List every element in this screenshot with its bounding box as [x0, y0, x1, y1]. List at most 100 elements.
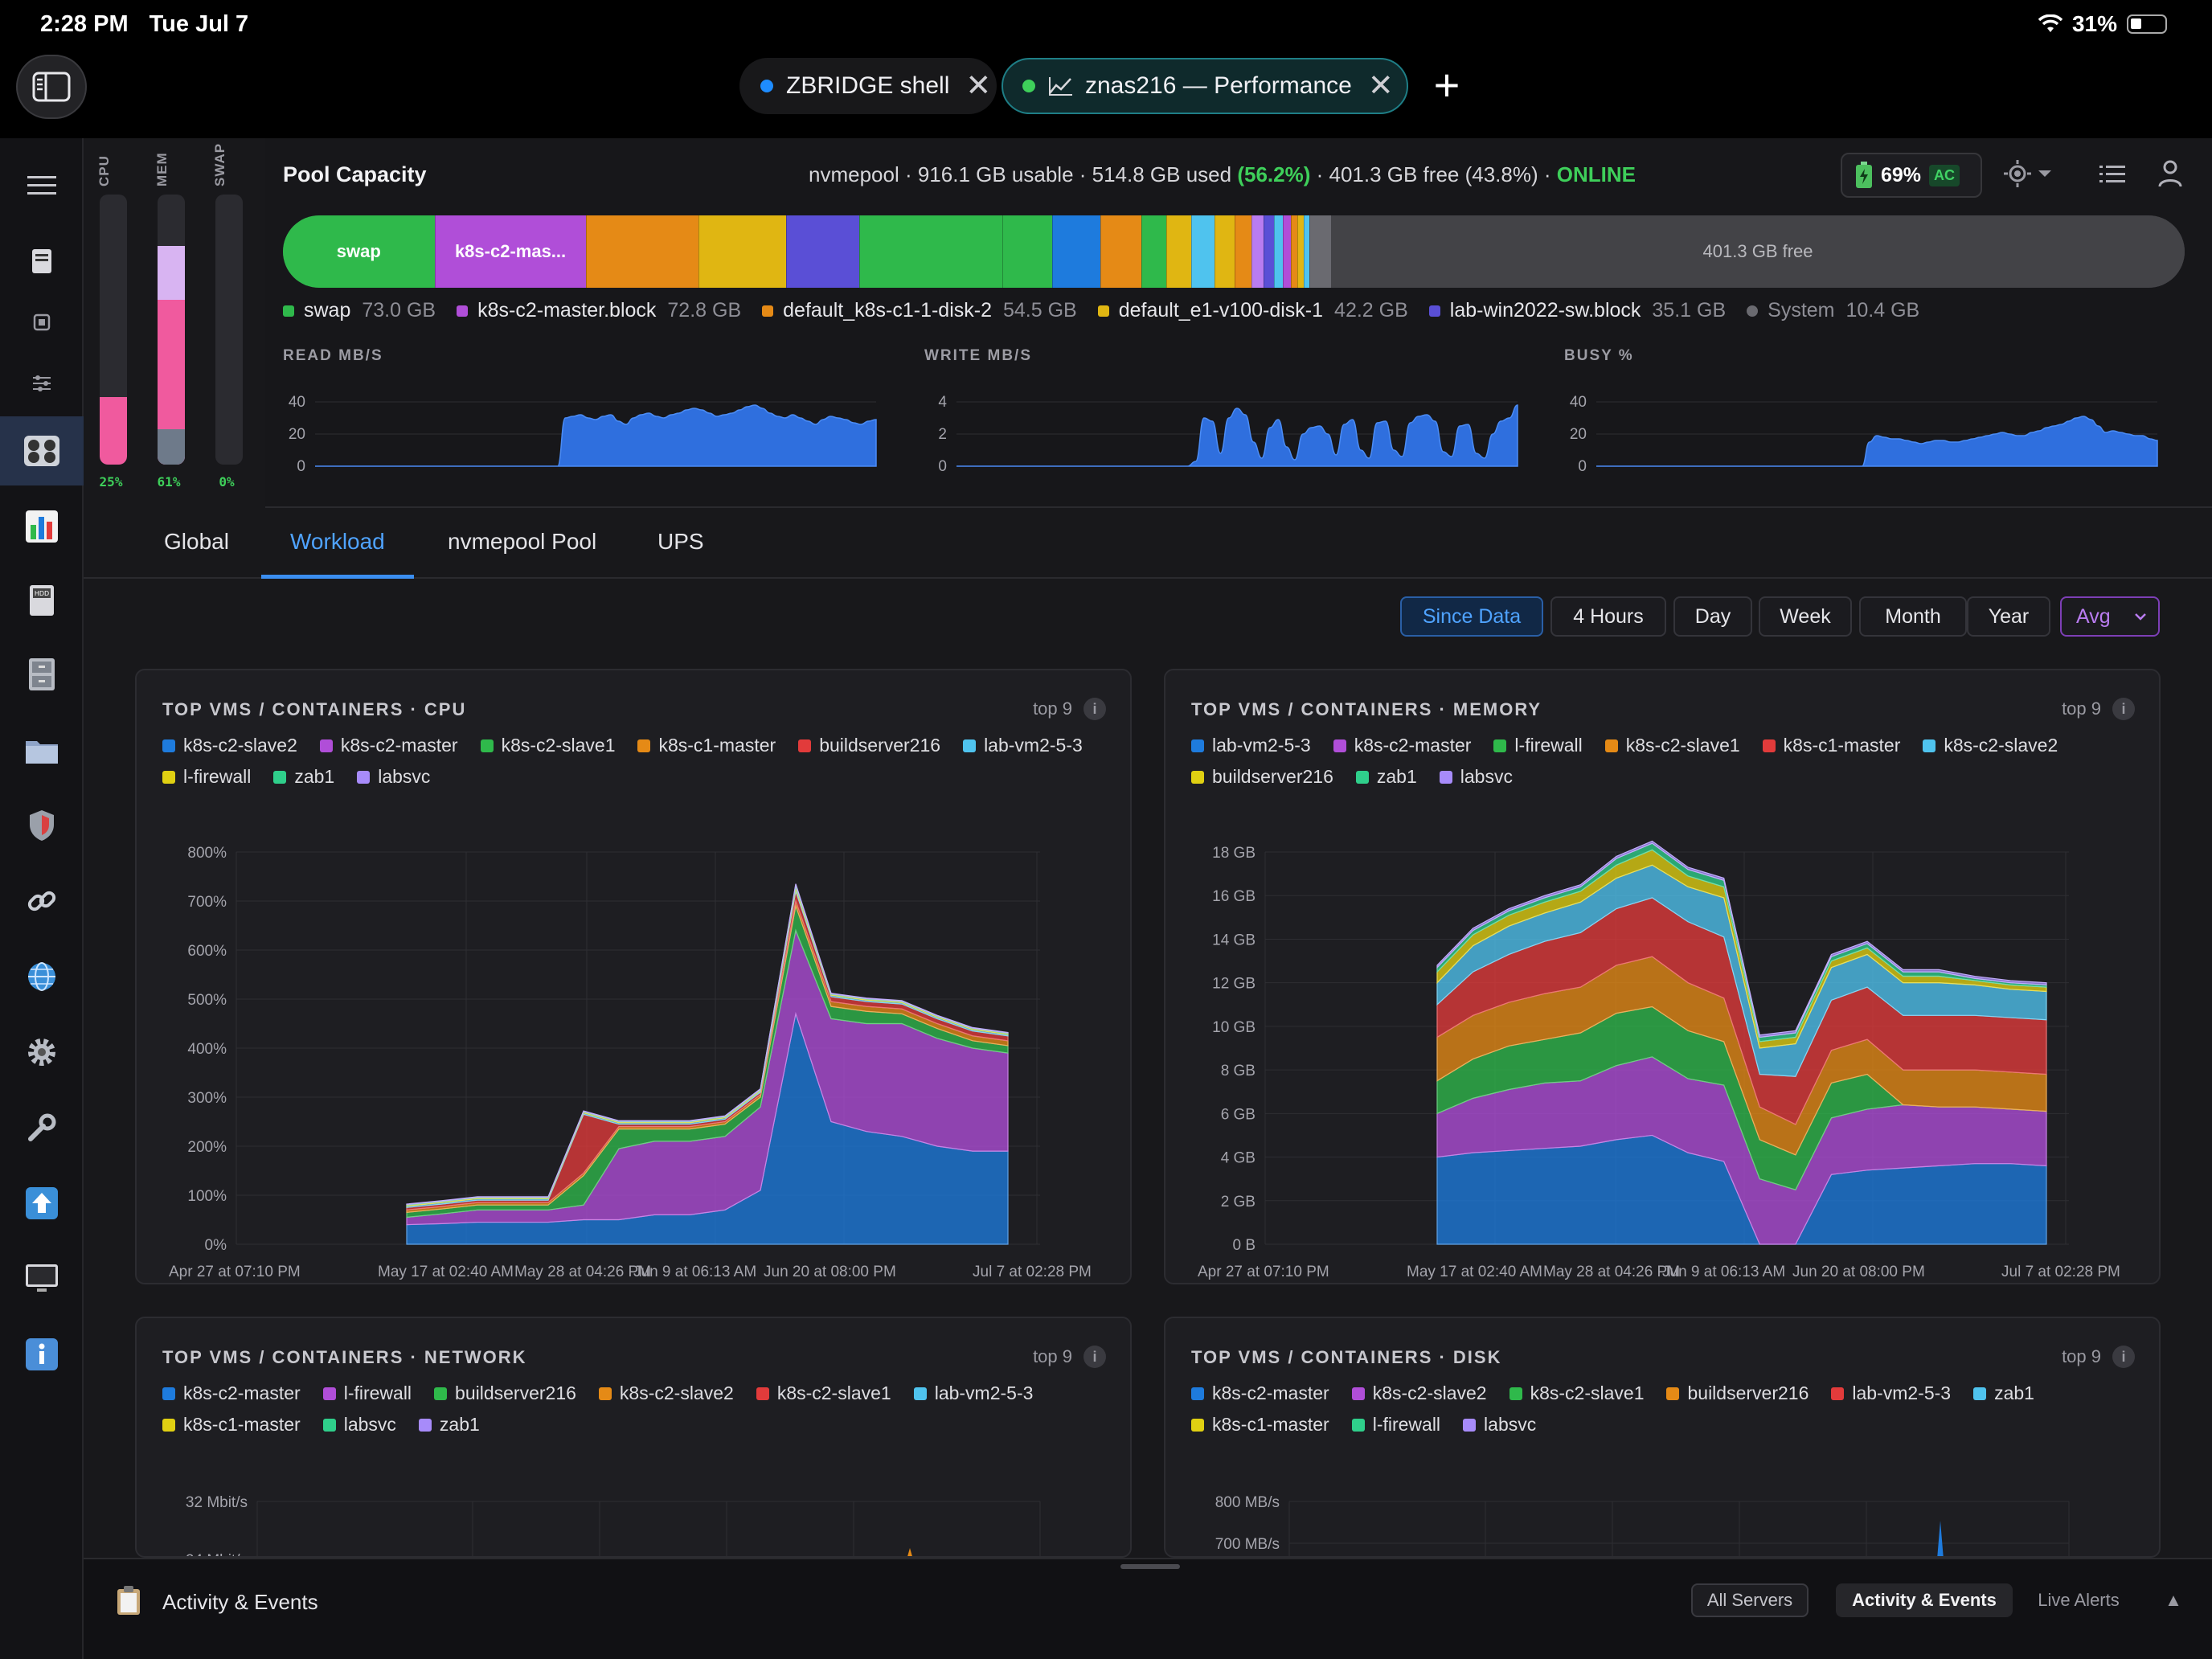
legend-item[interactable]: k8s-c1-master	[162, 1414, 301, 1436]
capacity-segment[interactable]: swap	[283, 215, 435, 288]
legend-item[interactable]: labsvc	[357, 766, 430, 788]
close-icon[interactable]: ✕	[965, 69, 992, 103]
legend-item[interactable]: lab-vm2-5-3	[963, 735, 1083, 756]
legend-item[interactable]: k8s-c2-master	[162, 1382, 301, 1404]
hdd-icon[interactable]: HDD	[0, 566, 84, 635]
legend-item[interactable]: buildserver216	[1191, 766, 1333, 788]
legend-item[interactable]: l-firewall	[322, 1382, 412, 1404]
tab-workload[interactable]: Workload	[261, 508, 414, 579]
capacity-segment[interactable]	[1214, 215, 1235, 288]
legend-item[interactable]: k8s-c2-master	[1333, 735, 1471, 756]
file-cabinet-icon[interactable]	[0, 640, 84, 709]
legend-item[interactable]: zab1	[273, 766, 334, 788]
capacity-segment[interactable]	[1291, 215, 1297, 288]
tab-ups[interactable]: UPS	[657, 529, 704, 554]
legend-item[interactable]: k8s-c1-master	[1191, 1414, 1329, 1436]
capacity-segment[interactable]	[1002, 215, 1053, 288]
folder-icon[interactable]	[0, 715, 84, 784]
resize-handle[interactable]	[1120, 1564, 1180, 1569]
legend-item[interactable]: labsvc	[1439, 766, 1513, 788]
cpu-chip-icon[interactable]	[0, 288, 84, 357]
aggregation-select[interactable]: Avg	[2060, 596, 2160, 637]
close-icon[interactable]: ✕	[1367, 69, 1394, 103]
range-day-button[interactable]: Day	[1673, 596, 1752, 637]
legend-item[interactable]: k8s-c1-master	[637, 735, 776, 756]
capacity-segment[interactable]	[1282, 215, 1292, 288]
performance-icon[interactable]	[0, 416, 84, 485]
tab-global[interactable]: Global	[164, 529, 229, 554]
info-icon[interactable]: i	[2112, 1346, 2135, 1368]
gear-icon[interactable]	[0, 1018, 84, 1087]
capacity-segment[interactable]	[1141, 215, 1167, 288]
ups-status-chip[interactable]: 69% AC	[1841, 153, 1982, 198]
legend-item[interactable]: zab1	[1355, 766, 1417, 788]
series-area-labsvc[interactable]	[1436, 840, 2047, 1038]
legend-item[interactable]: labsvc	[322, 1414, 396, 1436]
capacity-segment[interactable]	[1303, 215, 1310, 288]
capacity-segment[interactable]	[1264, 215, 1275, 288]
link-icon[interactable]	[0, 866, 84, 936]
legend-item[interactable]: zab1	[1973, 1382, 2034, 1404]
legend-item[interactable]: l-firewall	[1493, 735, 1583, 756]
monitor-icon[interactable]	[0, 1244, 84, 1313]
capacity-segment[interactable]	[698, 215, 787, 288]
legend-item[interactable]: buildserver216	[1666, 1382, 1809, 1404]
all-servers-button[interactable]: All Servers	[1691, 1583, 1809, 1617]
legend-item[interactable]: k8s-c1-master	[1762, 735, 1900, 756]
list-icon[interactable]	[2099, 164, 2125, 189]
legend-item[interactable]: l-firewall	[1351, 1414, 1440, 1436]
new-tab-button[interactable]: +	[1433, 59, 1460, 110]
info-icon[interactable]: i	[2112, 698, 2135, 720]
tab-zbridge-shell[interactable]: ZBRIDGE shell ✕	[739, 58, 997, 114]
capacity-segment[interactable]	[858, 215, 1003, 288]
range-month-button[interactable]: Month	[1859, 596, 1967, 637]
legend-item[interactable]: k8s-c2-slave1	[1604, 735, 1740, 756]
legend-item[interactable]: k8s-c2-slave1	[756, 1382, 891, 1404]
capacity-segment[interactable]	[1166, 215, 1192, 288]
range-week-button[interactable]: Week	[1759, 596, 1852, 637]
bar-chart-icon[interactable]	[0, 492, 84, 561]
tab-nvmepool-pool[interactable]: nvmepool Pool	[448, 529, 597, 554]
capacity-segment[interactable]	[1274, 215, 1283, 288]
brightness-dropdown[interactable]	[2003, 159, 2053, 188]
capacity-segment[interactable]	[1235, 215, 1251, 288]
series-area-labsvc[interactable]	[406, 883, 1009, 1206]
legend-item[interactable]: k8s-c2-slave1	[1509, 1382, 1644, 1404]
capacity-segment[interactable]	[585, 215, 699, 288]
legend-item[interactable]: lab-vm2-5-3	[913, 1382, 1033, 1404]
legend-item[interactable]: k8s-c2-slave2	[598, 1382, 734, 1404]
legend-item[interactable]: l-firewall	[162, 766, 251, 788]
legend-item[interactable]: buildserver216	[798, 735, 940, 756]
shield-icon[interactable]	[0, 791, 84, 860]
wrench-icon[interactable]	[0, 1093, 84, 1162]
capacity-segment[interactable]	[1191, 215, 1215, 288]
server-icon[interactable]	[0, 227, 84, 296]
activity-events-button[interactable]: Activity & Events	[1836, 1583, 2013, 1617]
legend-item[interactable]: labsvc	[1463, 1414, 1536, 1436]
user-icon[interactable]	[2157, 159, 2183, 192]
capacity-segment[interactable]	[1052, 215, 1100, 288]
upload-icon[interactable]	[0, 1169, 84, 1238]
legend-item[interactable]: zab1	[418, 1414, 480, 1436]
capacity-segment[interactable]	[1309, 215, 1332, 288]
globe-icon[interactable]	[0, 942, 84, 1011]
range-year-button[interactable]: Year	[1967, 596, 2050, 637]
legend-item[interactable]: k8s-c2-master	[319, 735, 458, 756]
legend-item[interactable]: lab-vm2-5-3	[1191, 735, 1311, 756]
capacity-segment[interactable]: k8s-c2-mas...	[434, 215, 586, 288]
range-4-hours-button[interactable]: 4 Hours	[1550, 596, 1666, 637]
legend-item[interactable]: k8s-c2-slave1	[480, 735, 615, 756]
range-since-data-button[interactable]: Since Data	[1400, 596, 1543, 637]
legend-item[interactable]: k8s-c2-slave2	[1923, 735, 2058, 756]
live-alerts-button[interactable]: Live Alerts	[2038, 1590, 2120, 1610]
capacity-segment[interactable]	[1251, 215, 1264, 288]
menu-icon[interactable]	[0, 151, 84, 220]
legend-item[interactable]: k8s-c2-slave2	[162, 735, 297, 756]
capacity-segment[interactable]	[1100, 215, 1142, 288]
legend-item[interactable]: buildserver216	[434, 1382, 576, 1404]
sliders-icon[interactable]	[0, 349, 84, 418]
legend-item[interactable]: lab-vm2-5-3	[1831, 1382, 1951, 1404]
legend-item[interactable]: k8s-c2-master	[1191, 1382, 1329, 1404]
capacity-segment[interactable]	[1296, 215, 1304, 288]
tab-znas216-performance[interactable]: znas216 — Performance ✕	[1002, 58, 1408, 114]
